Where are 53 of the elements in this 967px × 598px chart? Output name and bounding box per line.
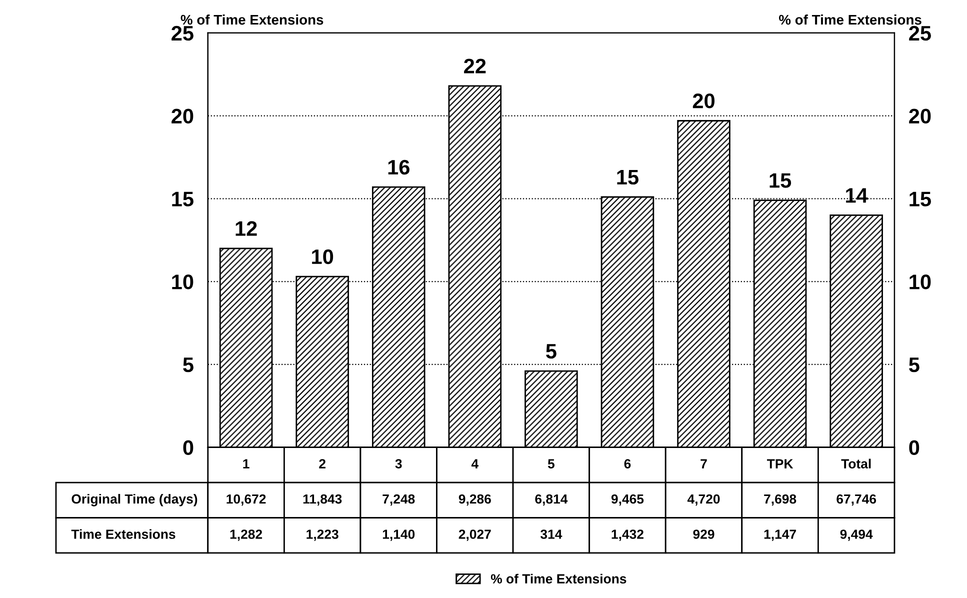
data-label: 15 xyxy=(770,173,792,188)
data-label: 20 xyxy=(692,94,714,108)
text: Original Time (days) xyxy=(72,494,198,506)
data-label: 5 xyxy=(546,344,556,359)
data-label: 10 xyxy=(312,249,334,264)
data-label: 22 xyxy=(464,58,486,74)
y-axis-title: % of Time Extensions xyxy=(180,14,324,25)
text: 7,248 xyxy=(382,494,415,506)
text: 4,720 xyxy=(687,494,720,506)
x-tick-label: 3 xyxy=(395,459,402,468)
data-label: 16 xyxy=(388,160,410,175)
y2-tick-label: 5 xyxy=(909,358,920,372)
y-tick-label: 25 xyxy=(172,26,194,41)
data-label: 12 xyxy=(236,221,257,236)
text: 1,140 xyxy=(382,530,415,541)
y2-tick-label: 10 xyxy=(910,274,931,290)
x-tick-label: 1 xyxy=(243,459,250,468)
y2-axis-title: % of Time Extensions xyxy=(778,14,922,25)
text: 2,027 xyxy=(458,530,491,541)
text: 9,286 xyxy=(458,494,491,506)
text: 6,814 xyxy=(535,494,568,506)
y2-tick-label: 20 xyxy=(909,108,931,124)
x-tick-label: Total xyxy=(841,458,871,468)
y2-tick-label: 25 xyxy=(909,26,931,41)
text: 1,432 xyxy=(612,530,644,541)
text: 1,147 xyxy=(764,530,796,541)
y-tick-label: 10 xyxy=(172,274,194,290)
y-tick-label: 20 xyxy=(172,108,194,124)
text: 10,672 xyxy=(226,494,266,506)
x-tick-label: 4 xyxy=(471,459,479,468)
y-tick-label: 15 xyxy=(172,192,194,206)
x-tick-label: 5 xyxy=(548,459,554,468)
text: 929 xyxy=(693,530,714,539)
x-tick-label: TPK xyxy=(767,459,794,468)
data-label: 14 xyxy=(846,188,868,203)
y2-tick-label: 15 xyxy=(910,192,931,206)
x-tick-label: 7 xyxy=(700,459,707,468)
text: 9,465 xyxy=(611,494,644,506)
text: 11,843 xyxy=(303,494,342,506)
y-tick-label: 0 xyxy=(183,440,194,456)
x-tick-label: 6 xyxy=(624,459,631,468)
text: 7,698 xyxy=(764,494,796,506)
text: 1,282 xyxy=(230,530,262,541)
y2-tick-label: 0 xyxy=(909,440,920,456)
text: 1,223 xyxy=(306,530,338,541)
data-label: 15 xyxy=(617,170,638,185)
text: 67,746 xyxy=(836,494,876,506)
text: Time Extensions xyxy=(71,529,176,539)
text: 9,494 xyxy=(840,530,873,541)
text: 314 xyxy=(540,530,562,539)
legend-label: % of Time Extensions xyxy=(490,574,626,584)
x-tick-label: 2 xyxy=(319,459,326,468)
y-tick-label: 5 xyxy=(183,358,194,372)
